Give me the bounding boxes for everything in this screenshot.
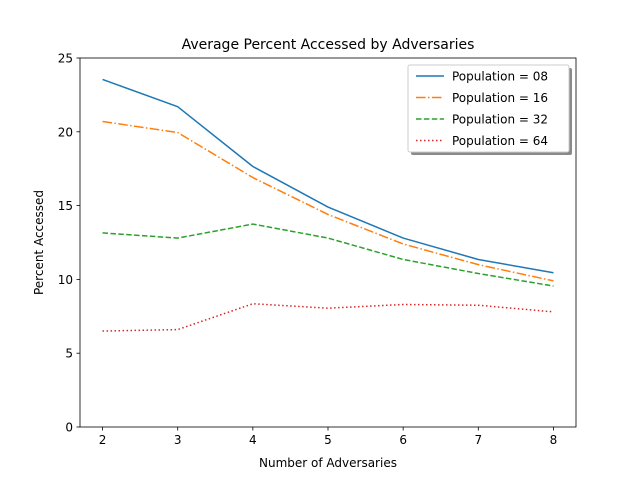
y-tick-label: 5 (65, 347, 73, 361)
series-line-2 (102, 120, 554, 282)
legend-label: Population = 64 (452, 134, 548, 148)
y-tick-label: 20 (58, 125, 73, 139)
chart-title: Average Percent Accessed by Adversaries (182, 37, 475, 53)
x-tick-label: 3 (174, 433, 182, 447)
x-tick-label: 4 (249, 433, 257, 447)
x-tick-label: 6 (399, 433, 407, 447)
y-tick-label: 25 (58, 52, 73, 66)
series-line-1 (102, 78, 554, 274)
x-tick-label: 7 (474, 433, 482, 447)
legend: Population = 08 Population = 16 Population… (407, 64, 572, 155)
series-line-4 (102, 303, 554, 332)
legend-label: Population = 32 (452, 113, 548, 127)
series-layer (102, 78, 554, 332)
x-tick-label: 2 (99, 433, 107, 447)
legend-label: Population = 16 (452, 91, 548, 105)
y-tick-label: 10 (58, 273, 73, 287)
y-tick-label: 15 (58, 199, 73, 213)
y-tick-label: 0 (65, 421, 73, 435)
legend-box (407, 64, 570, 153)
y-axis-label: Percent Accessed (32, 190, 46, 295)
x-axis-label: Number of Adversaries (259, 456, 397, 470)
x-tick-label: 8 (550, 433, 558, 447)
axes-layer: 2 3 4 5 6 7 8 0 5 10 15 20 25 (58, 52, 577, 447)
series-line-3 (102, 223, 554, 287)
legend-label: Population = 08 (452, 70, 548, 84)
x-tick-label: 5 (324, 433, 332, 447)
